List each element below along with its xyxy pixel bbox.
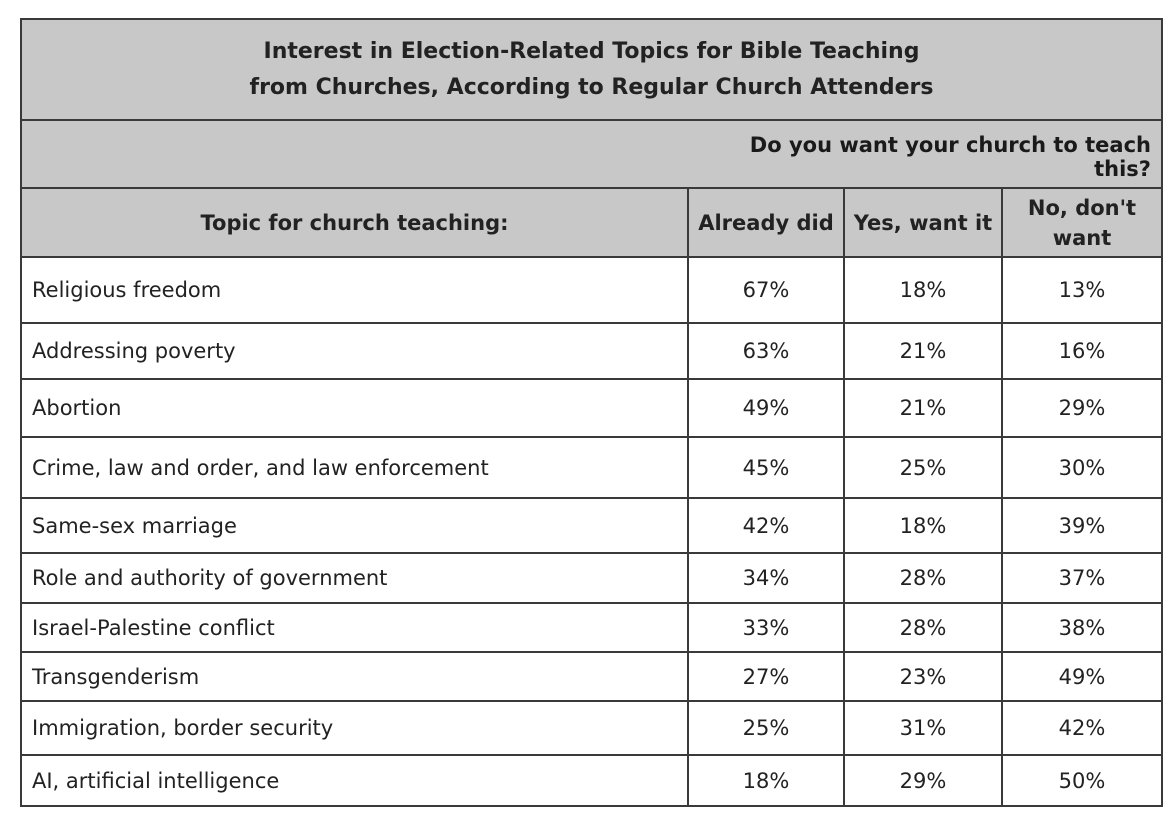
cell-topic: Israel-Palestine conflict bbox=[20, 602, 689, 653]
table-row: AI, artificial intelligence 18% 29% 50% bbox=[20, 754, 1163, 807]
column-header-yes-want-it: Yes, want it bbox=[843, 187, 1003, 258]
cell-topic: Same-sex marriage bbox=[20, 497, 689, 554]
question-row-spacer bbox=[20, 119, 688, 189]
column-header-already-did: Already did bbox=[687, 187, 845, 258]
cell-topic: Role and authority of government bbox=[20, 552, 689, 604]
cell-no-dont-want: 37% bbox=[1001, 552, 1163, 604]
table-row: Israel-Palestine conflict 33% 28% 38% bbox=[20, 602, 1163, 653]
cell-already-did: 45% bbox=[687, 436, 845, 499]
cell-topic: Religious freedom bbox=[20, 256, 689, 324]
column-header-topic: Topic for church teaching: bbox=[20, 187, 689, 258]
table-row: Same-sex marriage 42% 18% 39% bbox=[20, 497, 1163, 554]
cell-no-dont-want: 16% bbox=[1001, 322, 1163, 380]
cell-already-did: 18% bbox=[687, 754, 845, 807]
cell-topic: Addressing poverty bbox=[20, 322, 689, 380]
table-title: Interest in Election-Related Topics for … bbox=[20, 18, 1163, 121]
cell-yes-want-it: 29% bbox=[843, 754, 1003, 807]
table-row: Addressing poverty 63% 21% 16% bbox=[20, 322, 1163, 380]
cell-already-did: 27% bbox=[687, 651, 845, 702]
cell-already-did: 34% bbox=[687, 552, 845, 604]
table-row: Transgenderism 27% 23% 49% bbox=[20, 651, 1163, 702]
cell-yes-want-it: 23% bbox=[843, 651, 1003, 702]
table-row: Religious freedom 67% 18% 13% bbox=[20, 256, 1163, 324]
table-row: Immigration, border security 25% 31% 42% bbox=[20, 700, 1163, 756]
cell-already-did: 67% bbox=[687, 256, 845, 324]
cell-no-dont-want: 30% bbox=[1001, 436, 1163, 499]
cell-no-dont-want: 29% bbox=[1001, 378, 1163, 438]
survey-table-container: Interest in Election-Related Topics for … bbox=[20, 18, 1163, 807]
cell-yes-want-it: 18% bbox=[843, 256, 1003, 324]
column-header-no-dont-want: No, don't want bbox=[1001, 187, 1163, 258]
cell-topic: Crime, law and order, and law enforcemen… bbox=[20, 436, 689, 499]
cell-topic: Transgenderism bbox=[20, 651, 689, 702]
cell-already-did: 63% bbox=[687, 322, 845, 380]
cell-topic: Abortion bbox=[20, 378, 689, 438]
cell-already-did: 49% bbox=[687, 378, 845, 438]
cell-yes-want-it: 28% bbox=[843, 552, 1003, 604]
cell-no-dont-want: 38% bbox=[1001, 602, 1163, 653]
cell-already-did: 33% bbox=[687, 602, 845, 653]
cell-no-dont-want: 42% bbox=[1001, 700, 1163, 756]
cell-yes-want-it: 18% bbox=[843, 497, 1003, 554]
cell-no-dont-want: 13% bbox=[1001, 256, 1163, 324]
cell-already-did: 42% bbox=[687, 497, 845, 554]
cell-yes-want-it: 31% bbox=[843, 700, 1003, 756]
cell-no-dont-want: 50% bbox=[1001, 754, 1163, 807]
cell-no-dont-want: 39% bbox=[1001, 497, 1163, 554]
cell-topic: Immigration, border security bbox=[20, 700, 689, 756]
cell-no-dont-want: 49% bbox=[1001, 651, 1163, 702]
table-title-line-2: from Churches, According to Regular Chur… bbox=[249, 74, 934, 100]
table-row: Abortion 49% 21% 29% bbox=[20, 378, 1163, 438]
table-row: Crime, law and order, and law enforcemen… bbox=[20, 436, 1163, 499]
cell-topic: AI, artificial intelligence bbox=[20, 754, 689, 807]
cell-yes-want-it: 21% bbox=[843, 322, 1003, 380]
cell-yes-want-it: 25% bbox=[843, 436, 1003, 499]
table-title-line-1: Interest in Election-Related Topics for … bbox=[263, 38, 920, 64]
question-header: Do you want your church to teach this? bbox=[688, 119, 1163, 189]
table-row: Role and authority of government 34% 28% 37… bbox=[20, 552, 1163, 604]
cell-yes-want-it: 21% bbox=[843, 378, 1003, 438]
cell-already-did: 25% bbox=[687, 700, 845, 756]
survey-table: Interest in Election-Related Topics for … bbox=[20, 18, 1163, 807]
cell-yes-want-it: 28% bbox=[843, 602, 1003, 653]
